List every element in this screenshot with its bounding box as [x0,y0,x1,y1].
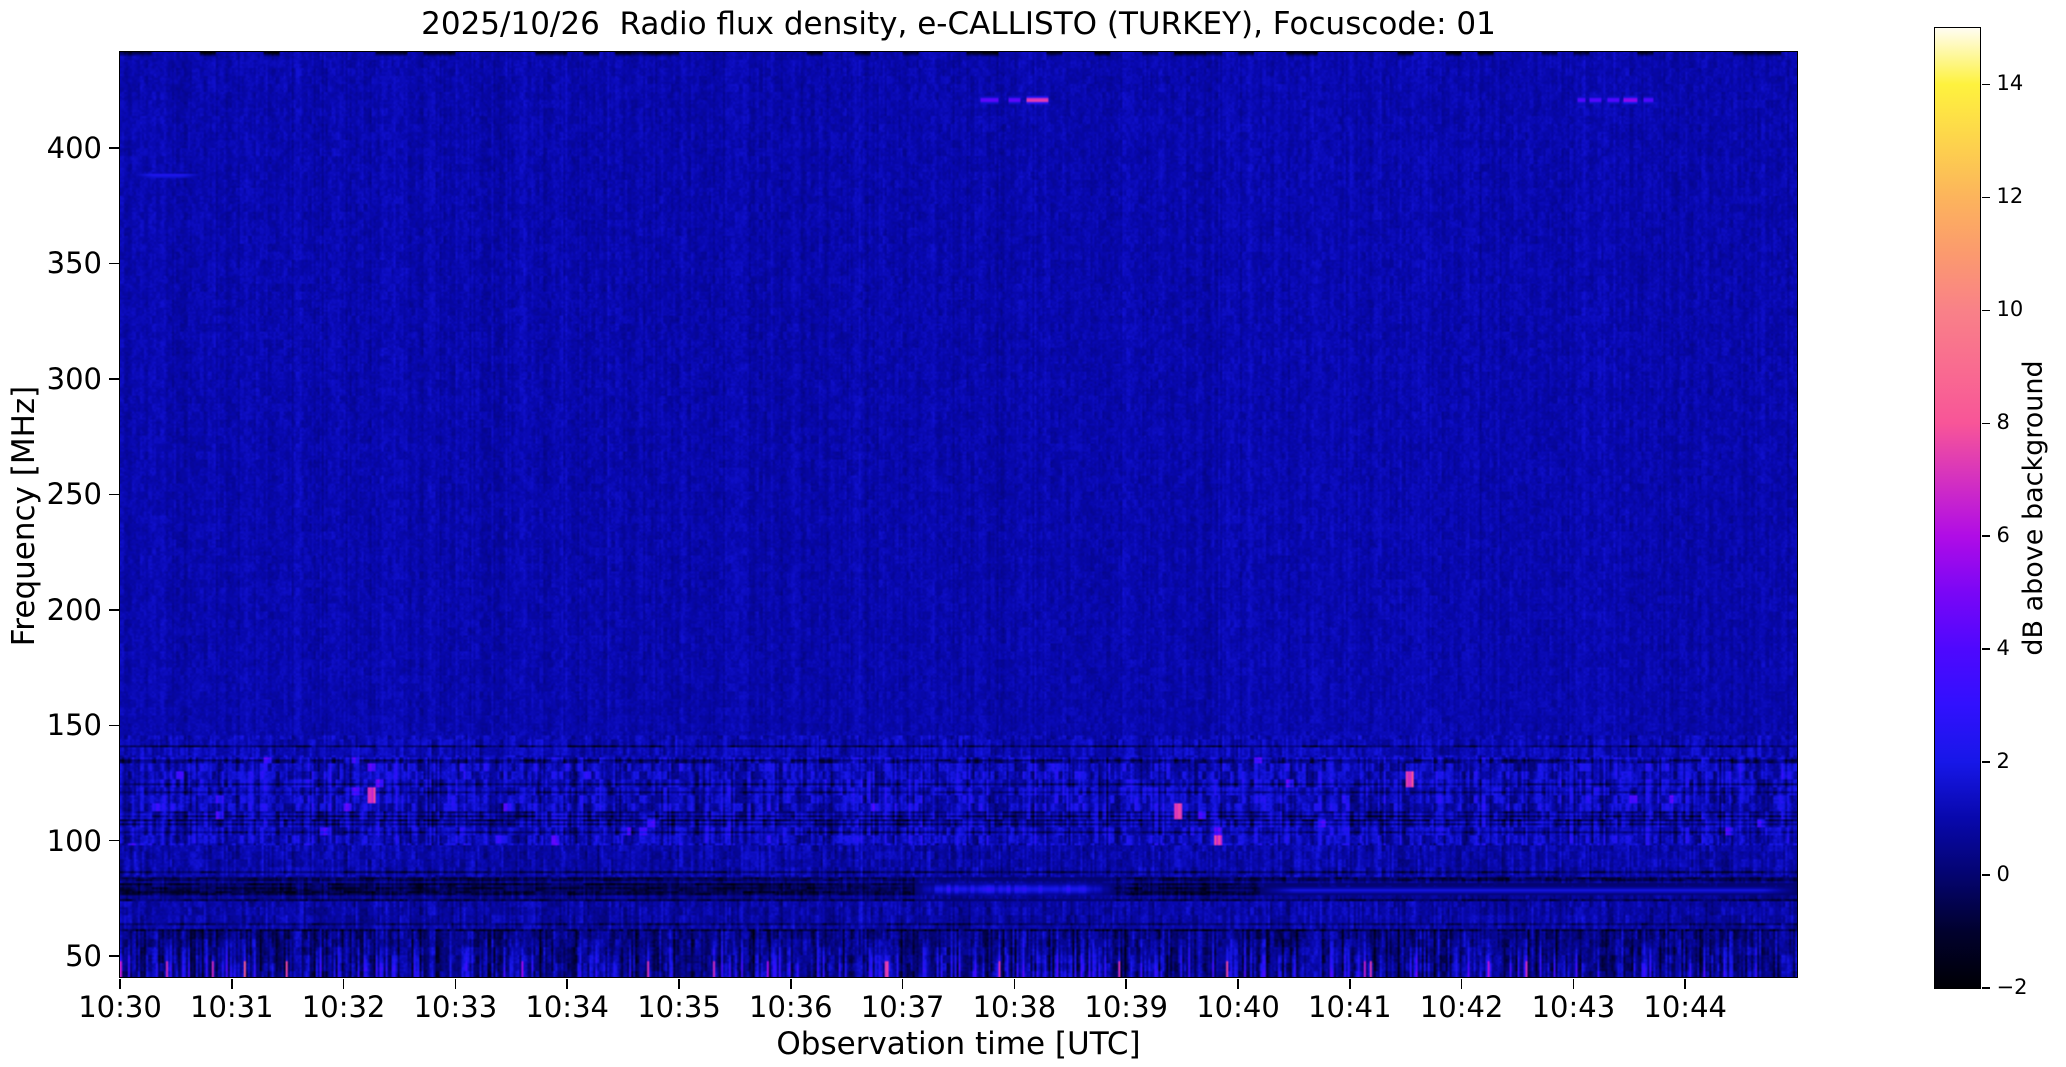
colorbar-tick-label: 14 [1996,71,2024,96]
y-tick [108,147,119,149]
x-tick [566,978,568,989]
y-tick [108,724,119,726]
x-tick [678,978,680,989]
x-tick-label: 10:43 [1531,990,1616,1024]
x-axis-label: Observation time [UTC] [776,1026,1141,1062]
colorbar-tick [1982,422,1990,425]
chart-title: 2025/10/26 Radio flux density, e-CALLIST… [421,6,1496,42]
x-tick [1125,978,1127,989]
x-tick [1572,978,1575,989]
y-tick-label: 250 [46,477,102,512]
x-tick [119,978,121,989]
x-tick [342,978,345,989]
x-tick-label: 10:35 [637,990,721,1024]
y-axis-label: Frequency [MHz] [6,385,42,647]
x-tick-label: 10:34 [525,990,609,1024]
y-tick-label: 150 [46,708,102,743]
colorbar-tick-label: −2 [1996,975,2028,999]
colorbar-tick [1982,535,1990,537]
x-tick-label: 10:37 [860,990,945,1024]
colorbar [1934,26,1981,989]
colorbar-gradient [1935,27,1980,988]
y-tick [108,609,119,611]
colorbar-tick [1982,874,1990,876]
x-tick [1684,978,1686,989]
colorbar-tick-label: 10 [1996,297,2024,322]
x-tick [1460,978,1463,989]
colorbar-tick [1982,83,1990,86]
colorbar-tick-label: 8 [1996,410,2010,435]
colorbar-tick-label: 4 [1996,636,2010,661]
spectrogram-plot-area [118,50,1798,978]
y-tick [108,378,119,380]
x-tick [1237,978,1239,989]
x-tick-label: 10:42 [1419,990,1504,1024]
x-tick-label: 10:41 [1308,990,1392,1024]
x-tick [1349,978,1351,989]
x-tick [1013,978,1016,989]
y-tick [108,839,119,842]
colorbar-tick [1982,309,1990,312]
colorbar-tick [1982,648,1990,650]
y-tick-label: 100 [46,823,102,858]
y-tick-label: 300 [46,361,102,396]
colorbar-tick-label: 6 [1996,523,2010,548]
colorbar-tick [1982,987,1990,989]
x-tick [901,978,904,989]
x-tick [790,978,792,989]
y-tick [108,955,119,957]
y-tick-label: 50 [65,939,102,974]
y-tick [108,262,119,265]
x-tick-label: 10:38 [972,990,1057,1024]
x-tick-label: 10:36 [749,990,833,1024]
x-tick-label: 10:30 [78,990,162,1024]
x-tick-label: 10:32 [301,990,386,1024]
y-tick-label: 350 [46,246,102,281]
x-tick-label: 10:40 [1196,990,1280,1024]
colorbar-tick [1982,196,1990,199]
x-tick [231,978,233,989]
colorbar-tick-label: 2 [1996,749,2010,774]
y-tick-label: 200 [46,592,102,627]
colorbar-tick-label: 0 [1996,862,2010,887]
x-tick [454,978,457,989]
y-tick-label: 400 [46,130,102,165]
x-tick-label: 10:39 [1084,990,1168,1024]
colorbar-label: dB above background [2018,360,2049,656]
colorbar-tick-label: 12 [1996,184,2024,209]
spectrogram-canvas [119,51,1797,977]
colorbar-tick [1982,761,1990,763]
y-tick [108,493,119,496]
x-tick-label: 10:31 [190,990,274,1024]
x-tick-label: 10:44 [1643,990,1727,1024]
x-tick-label: 10:33 [413,990,498,1024]
